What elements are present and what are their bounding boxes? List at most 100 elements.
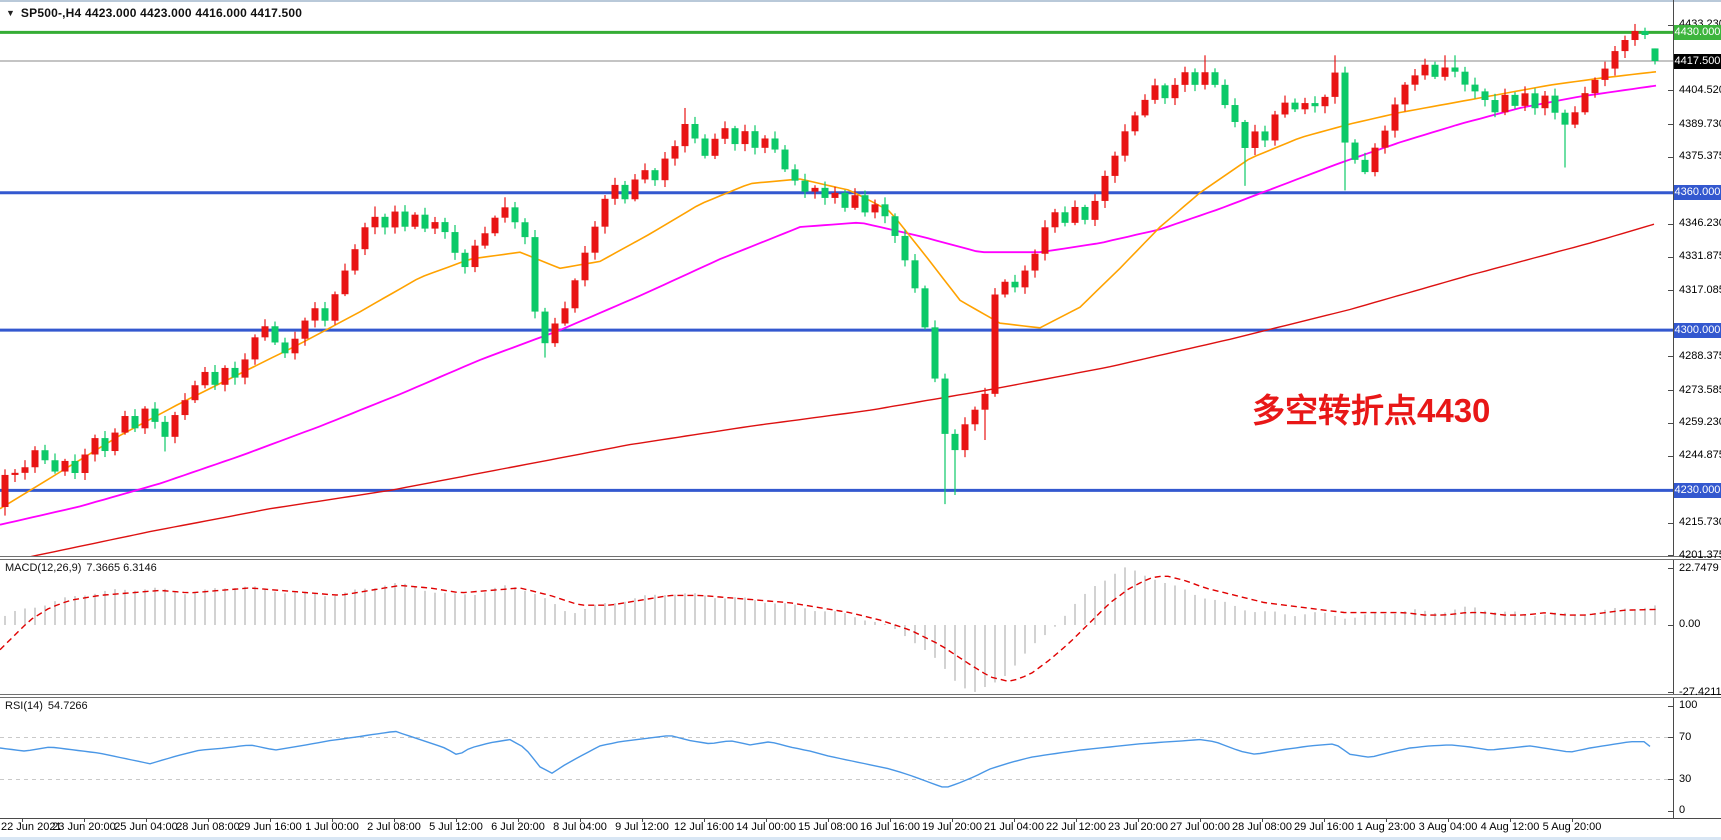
chart-title-bar: ▼ SP500-,H4 4423.000 4423.000 4416.000 4…	[6, 6, 302, 20]
candle-body-up	[1501, 94, 1509, 113]
candle-body-up	[481, 233, 489, 246]
candle-body-up	[1621, 40, 1629, 52]
panel-separator-main-macd[interactable]	[0, 556, 1721, 560]
x-axis-label: 9 Jul 12:00	[615, 821, 669, 833]
candle-body-down	[1231, 105, 1239, 122]
candle-body-up	[171, 415, 179, 437]
panel-separator-macd-rsi[interactable]	[0, 694, 1721, 698]
price-level-tag: 4430.000	[1674, 24, 1721, 40]
candle-body-up	[761, 138, 769, 148]
candle-body-up	[581, 252, 589, 281]
candle-body-up	[1601, 68, 1609, 80]
candle-body-up	[671, 146, 679, 159]
candle-body-up	[871, 204, 879, 213]
rsi-axis-tick-label: 30	[1679, 772, 1692, 785]
candle-body-down	[1451, 67, 1459, 72]
x-axis-label: 1 Jul 00:00	[305, 821, 359, 833]
price-axis-tick	[1668, 223, 1673, 225]
candle-body-down	[271, 326, 279, 343]
candle-body-up	[81, 454, 89, 473]
candle-body-down	[921, 288, 929, 328]
candle-body-up	[1091, 200, 1099, 220]
candle-body-down	[1461, 71, 1469, 85]
candle-body-down	[1561, 112, 1569, 125]
candle-body-down	[1221, 84, 1229, 106]
candle-body-up	[1101, 175, 1109, 201]
candle-body-up	[201, 371, 209, 386]
price-axis-tick-label: 4317.085	[1679, 283, 1721, 296]
price-level-tag: 4230.000	[1674, 482, 1721, 498]
candle-body-up	[91, 438, 99, 455]
rsi-indicator-canvas[interactable]	[0, 697, 1721, 818]
candle-body-up	[1591, 79, 1599, 94]
x-axis-tick	[704, 818, 705, 822]
rsi-label: RSI(14)	[5, 700, 43, 712]
price-axis-tick	[1668, 124, 1673, 126]
x-axis-label: 22 Jul 12:00	[1046, 821, 1106, 833]
chart-title-ohlc: SP500-,H4 4423.000 4423.000 4416.000 441…	[20, 6, 303, 20]
candle-body-down	[751, 131, 759, 148]
candle-body-down	[1431, 64, 1439, 77]
x-axis-tick	[84, 818, 85, 822]
x-axis-label: 27 Jul 00:00	[1170, 821, 1230, 833]
candle-body-down	[901, 235, 909, 261]
candle-body-down	[651, 170, 659, 181]
chart-dropdown-icon[interactable]: ▼	[6, 8, 15, 18]
candle-body-up	[1381, 130, 1389, 148]
candle-body-up	[221, 367, 229, 385]
candle-body-up	[491, 217, 499, 234]
x-axis-label: 12 Jul 16:00	[674, 821, 734, 833]
main-price-chart-canvas[interactable]	[0, 0, 1721, 556]
candle-body-up	[711, 138, 719, 156]
price-axis-tick-label: 4215.730	[1679, 516, 1721, 529]
candle-body-down	[71, 460, 79, 473]
candle-body-down	[51, 460, 59, 472]
price-level-tag: 4300.000	[1674, 322, 1721, 338]
window-top-border	[0, 0, 1721, 2]
price-axis-tick	[1668, 555, 1673, 557]
macd-label: MACD(12,26,9)	[5, 562, 82, 574]
candle-body-down	[781, 149, 789, 170]
candle-body-up	[1421, 64, 1429, 76]
candle-body-up	[431, 222, 439, 229]
candle-body-down	[1341, 72, 1349, 143]
candle-body-up	[1121, 131, 1129, 156]
macd-indicator-canvas[interactable]	[0, 559, 1721, 694]
candle-body-down	[701, 138, 709, 156]
candle-body-up	[971, 409, 979, 425]
x-axis-tick	[890, 818, 891, 822]
candle-body-down	[1351, 142, 1359, 160]
x-axis-tick	[1510, 818, 1511, 822]
candle-body-down	[951, 433, 959, 451]
candle-body-up	[351, 249, 359, 271]
candle-body-down	[1241, 121, 1249, 148]
candle-body-down	[1311, 103, 1319, 107]
x-axis-tick	[270, 818, 271, 822]
candle-body-up	[21, 467, 29, 473]
candle-body-up	[141, 408, 149, 429]
candle-body-up	[1401, 84, 1409, 105]
candle-body-down	[101, 438, 109, 452]
candle-body-up	[1611, 51, 1619, 69]
macd-indicator-label: MACD(12,26,9) 7.3665 6.3146	[5, 562, 157, 574]
candle-body-down	[321, 308, 329, 321]
candle-body-up	[851, 195, 859, 208]
candle-body-down	[1211, 72, 1219, 85]
candle-body-down	[931, 327, 939, 379]
x-axis-tick	[1200, 818, 1201, 822]
candle-body-up	[1541, 95, 1549, 109]
candle-body-up	[241, 359, 249, 378]
candle-body-down	[1531, 93, 1539, 109]
x-axis-label: 23 Jun 20:00	[52, 821, 116, 833]
candle-body-down	[451, 232, 459, 253]
candle-body-up	[631, 179, 639, 200]
x-axis-label: 29 Jun 16:00	[238, 821, 302, 833]
candle-body-down	[461, 252, 469, 268]
price-axis-tick	[1668, 455, 1673, 457]
candle-body-down	[511, 207, 519, 223]
candle-body-up	[831, 192, 839, 198]
candle-body-up	[371, 216, 379, 228]
rsi-axis-tick-label: 100	[1679, 699, 1698, 711]
candle-body-up	[1171, 84, 1179, 99]
rsi-axis-tick-label: 70	[1679, 730, 1692, 743]
